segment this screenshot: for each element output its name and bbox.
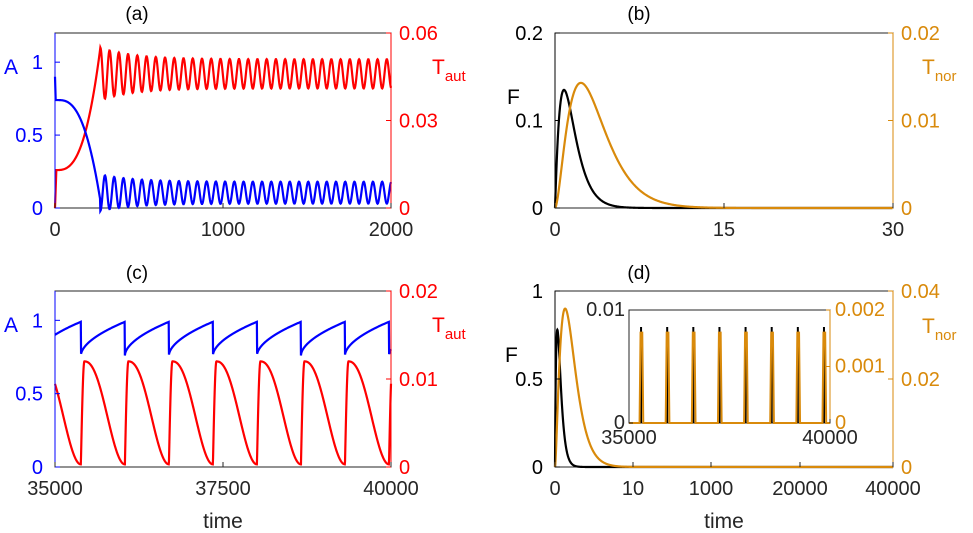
left-axis-tick-label: 0 [32,198,43,220]
series-T_aut-line [53,360,393,466]
panel-a: 0 0.5 1 0 0.03 0.06 0 1000 2000 A Taut (a) [4,4,467,241]
left-axis-tick-label: 1 [32,310,43,332]
right-axis-tick-label: 0.03 [399,111,438,133]
left-axis-label: F [507,86,520,109]
plot-frame [54,290,392,468]
left-axis-tick-label: 0.5 [515,369,543,391]
right-axis-tick-label: 0.04 [901,281,940,303]
inset-right-tick-label: 0.002 [835,299,885,321]
inset-left-tick-label: 0 [614,412,625,434]
right-axis-label: Taut [432,314,467,343]
x-axis-tick-label: 40000 [865,478,921,500]
left-axis-tick-label: 0.2 [515,23,543,45]
inset-right-tick-label: 0.001 [835,356,885,378]
x-axis-tick-label: 37500 [195,478,251,500]
x-axis-tick-label: 35000 [27,478,83,500]
x-axis-tick-label: 10 [622,478,644,500]
left-axis-tick-label: 0 [532,198,543,220]
left-axis-tick-label: 0.5 [15,384,43,406]
x-axis-tick-label: 0 [549,219,560,241]
left-axis-tick-label: 0 [32,457,43,479]
right-axis-tick-label: 0.01 [399,369,438,391]
left-axis-label: A [4,56,18,79]
x-axis-tick-label: 0 [49,219,60,241]
panel-label: (c) [126,263,148,284]
x-axis-tick-label: 0 [549,478,560,500]
x-axis-tick-label: 1000 [689,478,734,500]
right-axis-tick-label: 0.02 [901,369,940,391]
inset-T_nor-line [629,331,830,424]
panel-label: (b) [627,4,650,25]
right-axis-tick-label: 0 [901,198,912,220]
plot-frame [554,32,894,209]
x-axis-tick-label: 1000 [201,219,246,241]
series-T_nor-line [553,307,894,469]
inset-x-tick-label: 35000 [601,427,657,449]
inset: 0 0.01 0 0.001 0.002 35000 40000 [586,299,885,449]
x-axis-label: time [704,510,744,533]
panel-label: (d) [627,263,650,284]
right-axis-tick-label: 0 [399,457,410,479]
right-axis-tick-label: 0 [901,457,912,479]
series-A-line [54,320,392,356]
right-axis-label: Taut [432,56,467,85]
right-axis-label: Tnor [922,315,957,344]
right-axis-label: Tnor [922,56,957,85]
panel-c: 0 0.5 1 0 0.01 0.02 35000 37500 40000 time A Taut (c… [4,263,467,533]
right-axis-tick-label: 0.02 [901,23,940,45]
x-axis-tick-label: 30 [882,219,904,241]
right-axis-tick-label: 0.06 [399,23,438,45]
series-A-line [53,76,393,215]
x-axis-tick-label: 40000 [363,478,419,500]
x-axis-label: time [203,510,243,533]
right-axis-tick-label: 0.02 [399,281,438,303]
series-T_aut-line [53,43,393,209]
left-axis-tick-label: 0 [532,457,543,479]
left-axis-label: F [505,344,518,367]
inset-left-tick-label: 0.01 [586,299,625,321]
left-axis-label: A [4,314,18,337]
left-axis-tick-label: 1 [532,281,543,303]
right-axis-tick-label: 0 [399,198,410,220]
inset-right-tick-label: 0 [835,412,846,434]
inset-x-tick-label: 40000 [802,427,858,449]
left-axis-tick-label: 0.1 [515,111,543,133]
x-axis-tick-label: 15 [713,219,735,241]
x-axis-tick-label: 2000 [369,219,414,241]
left-axis-tick-label: 1 [32,52,43,74]
panel-label: (a) [125,4,148,25]
x-axis-tick-label: 20000 [772,478,828,500]
left-axis-tick-label: 0.5 [15,125,43,147]
right-axis-tick-label: 0.01 [901,111,940,133]
panel-b: 0 0.1 0.2 0 0.01 0.02 0 15 30 F Tnor (b) [507,4,957,241]
